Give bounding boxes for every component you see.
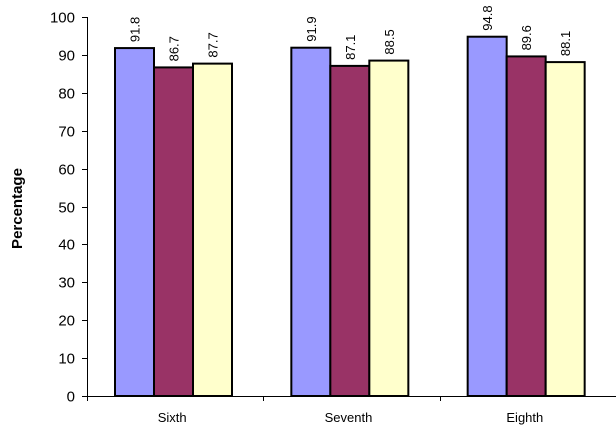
bar [544,61,586,397]
x-category-label: Eighth [506,410,543,425]
y-tick-label: 90 [58,48,75,65]
data-label: 88.5 [382,29,397,54]
y-tick-label: 40 [58,237,75,254]
y-tick-label: 20 [58,313,75,330]
bar [368,59,410,398]
bar [466,35,508,397]
data-label: 89.6 [519,25,534,50]
bar [505,55,547,398]
data-label: 86.7 [167,36,182,61]
y-tick-label: 10 [58,351,75,368]
data-label: 94.8 [480,5,495,30]
y-tick-label: 50 [58,200,75,217]
data-label: 91.8 [128,17,143,42]
y-tick-label: 80 [58,86,75,103]
data-label: 88.1 [558,31,573,56]
bar [192,62,233,397]
bar [153,66,194,397]
data-label: 87.1 [343,35,358,60]
y-axis-title: Percentage [9,168,26,249]
y-tick-label: 0 [67,389,75,406]
bar [290,46,332,397]
data-label: 87.7 [206,32,221,57]
x-category-label: Sixth [158,410,187,425]
y-tick-label: 100 [50,10,75,27]
data-label: 91.9 [304,16,319,41]
x-category-label: Seventh [325,410,373,425]
data-labels-layer: 91.8 86.7 87.7 91.9 87.1 88.5 94.8 89.6 88.1 [128,5,574,61]
y-tick-label: 30 [58,275,75,292]
bar [329,64,371,398]
bar [114,47,155,397]
axes-layer [87,17,616,397]
y-tick-label: 60 [58,162,75,179]
y-tick-label: 70 [58,124,75,141]
ticks-layer: 0 10 20 30 40 50 60 70 80 90 100 Sixth Seventh Eighth [50,10,543,426]
bars-layer [114,35,586,398]
